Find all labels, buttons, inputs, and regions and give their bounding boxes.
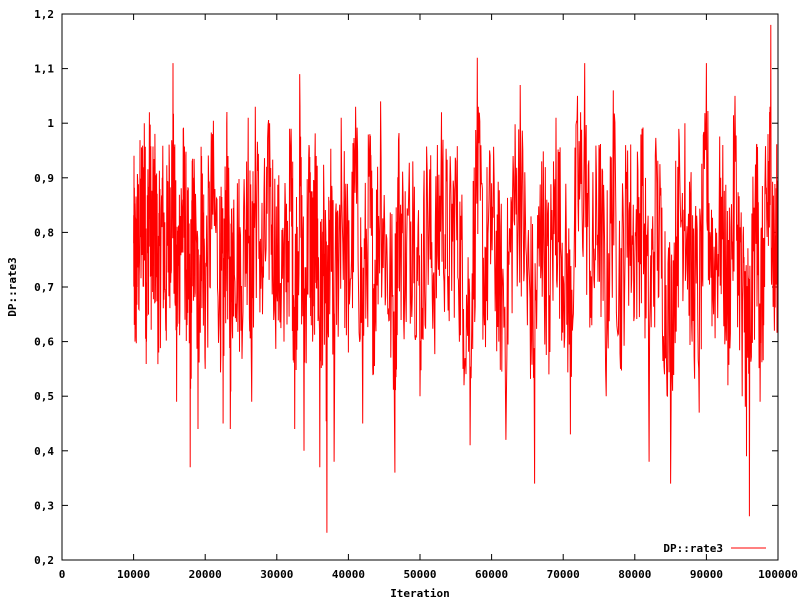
x-tick-label: 100000 <box>758 568 798 581</box>
series-group <box>133 24 779 533</box>
y-tick-label: 0,9 <box>34 172 54 185</box>
y-tick-label: 0,3 <box>34 499 54 512</box>
y-tick-label: 1,2 <box>34 8 54 21</box>
x-tick-label: 0 <box>59 568 66 581</box>
y-axis-label: DP::rate3 <box>6 257 19 317</box>
y-tick-label: 0,2 <box>34 554 54 567</box>
y-tick-label: 0,5 <box>34 390 54 403</box>
legend-label: DP::rate3 <box>663 542 723 555</box>
y-tick-label: 1,1 <box>34 63 54 76</box>
x-tick-label: 50000 <box>403 568 436 581</box>
tick-labels: 0 10000 20000 30000 40000 50000 60000 70000 8000… <box>34 8 798 581</box>
plot-frame <box>61 13 779 561</box>
x-tick-label: 80000 <box>618 568 651 581</box>
y-tick-label: 0,8 <box>34 226 54 239</box>
y-tick-label: 0,6 <box>34 336 54 349</box>
x-axis-label: Iteration <box>390 587 450 600</box>
series-line <box>133 24 779 533</box>
y-tick-label: 0,4 <box>34 445 54 458</box>
x-tick-label: 10000 <box>117 568 150 581</box>
legend: DP::rate3 <box>663 542 766 555</box>
x-tick-label: 70000 <box>547 568 580 581</box>
x-tick-label: 60000 <box>475 568 508 581</box>
x-tick-label: 30000 <box>260 568 293 581</box>
x-tick-label: 90000 <box>690 568 723 581</box>
y-tick-label: 0,7 <box>34 281 54 294</box>
y-tick-label: 1 <box>47 117 54 130</box>
x-tick-label: 20000 <box>189 568 222 581</box>
x-tick-label: 40000 <box>332 568 365 581</box>
